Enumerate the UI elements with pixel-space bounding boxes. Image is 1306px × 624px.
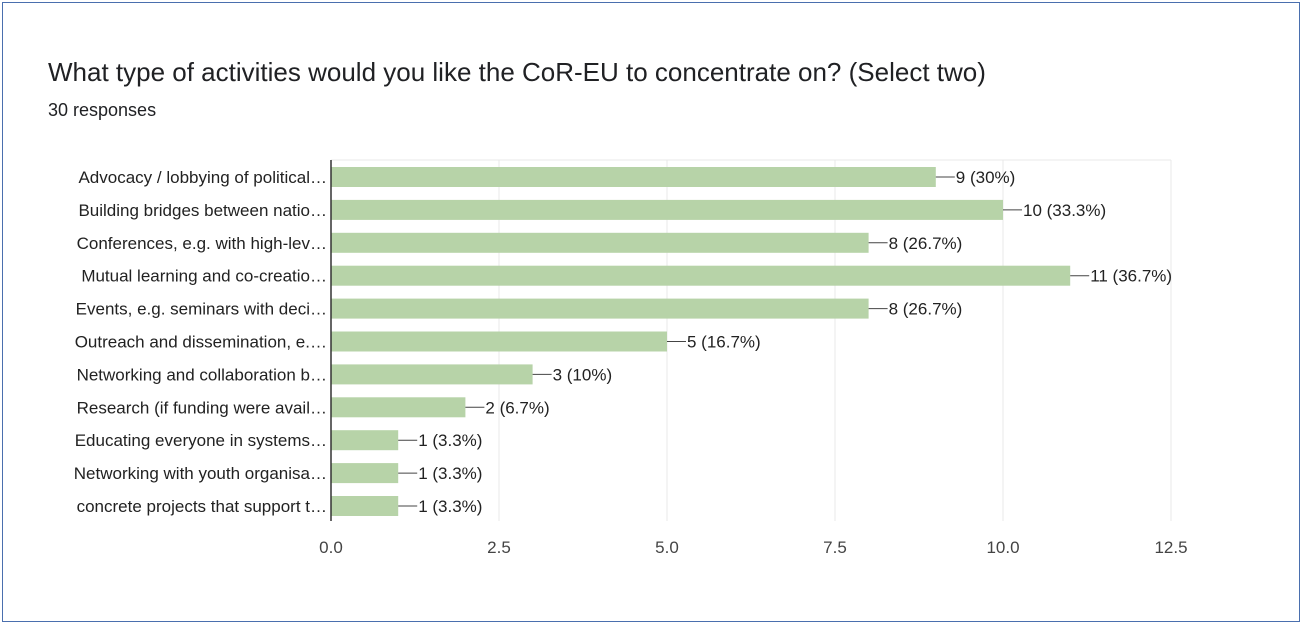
bar — [331, 199, 1003, 220]
data-label: 1 (3.3%) — [418, 431, 482, 450]
category-label: Networking with youth organisa… — [74, 464, 327, 483]
data-label: 5 (16.7%) — [687, 333, 761, 352]
data-label: 10 (33.3%) — [1023, 201, 1106, 220]
response-count: 30 responses — [48, 100, 157, 120]
data-label: 1 (3.3%) — [418, 464, 482, 483]
bar — [331, 232, 869, 253]
chart-title: What type of activities would you like t… — [48, 57, 986, 87]
category-label: concrete projects that support t… — [77, 497, 327, 516]
bar — [331, 364, 533, 385]
category-label: Research (if funding were avail… — [77, 398, 327, 417]
data-label: 1 (3.3%) — [418, 497, 482, 516]
bar — [331, 430, 399, 451]
bar — [331, 331, 667, 352]
bar — [331, 167, 936, 187]
category-label: Networking and collaboration b… — [77, 365, 327, 384]
data-label: 9 (30%) — [956, 168, 1016, 187]
x-tick-label: 5.0 — [655, 538, 679, 557]
data-label: 3 (10%) — [553, 365, 613, 384]
category-label: Educating everyone in systems… — [75, 431, 327, 450]
x-tick-label: 7.5 — [823, 538, 847, 557]
bar — [331, 397, 466, 418]
x-tick-label: 0.0 — [319, 538, 343, 557]
category-label: Outreach and dissemination, e.… — [75, 333, 327, 352]
x-tick-label: 12.5 — [1154, 538, 1187, 557]
data-label: 8 (26.7%) — [889, 300, 963, 319]
category-label: Events, e.g. seminars with deci… — [76, 300, 327, 319]
bar — [331, 463, 399, 484]
x-tick-label: 2.5 — [487, 538, 511, 557]
bar — [331, 298, 869, 319]
category-label: Mutual learning and co-creatio… — [81, 267, 327, 286]
data-label: 8 (26.7%) — [889, 234, 963, 253]
category-label: Building bridges between natio… — [78, 201, 327, 220]
x-tick-label: 10.0 — [986, 538, 1019, 557]
bar — [331, 496, 399, 516]
category-label: Conferences, e.g. with high-lev… — [77, 234, 327, 253]
data-label: 11 (36.7%) — [1090, 267, 1172, 286]
data-label: 2 (6.7%) — [485, 398, 549, 417]
bar — [331, 265, 1071, 286]
category-label: Advocacy / lobbying of political… — [78, 168, 327, 187]
